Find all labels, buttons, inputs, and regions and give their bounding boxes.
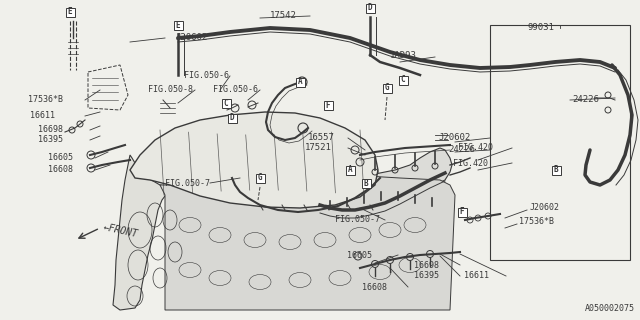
Text: 17542: 17542 — [270, 12, 297, 20]
Text: 16557: 16557 — [308, 133, 335, 142]
Bar — [490, 25, 630, 260]
Text: 24226: 24226 — [448, 146, 475, 155]
Bar — [324, 101, 333, 110]
Text: F: F — [460, 207, 464, 217]
Text: 16605: 16605 — [347, 251, 372, 260]
Text: E: E — [176, 20, 180, 29]
Bar — [228, 114, 237, 123]
Text: 16608: 16608 — [362, 283, 387, 292]
Bar — [399, 76, 408, 85]
Polygon shape — [113, 155, 175, 310]
Text: 1AD93: 1AD93 — [390, 51, 417, 60]
Text: 16611: 16611 — [464, 271, 489, 281]
Text: J20602: J20602 — [438, 133, 470, 142]
Text: B: B — [364, 179, 368, 188]
Polygon shape — [130, 112, 378, 208]
Text: F: F — [326, 100, 330, 109]
Text: D: D — [368, 4, 372, 12]
Bar — [256, 174, 265, 183]
Text: 16395: 16395 — [38, 135, 63, 145]
Bar — [222, 99, 231, 108]
Bar — [366, 4, 375, 13]
Text: 16395: 16395 — [414, 271, 439, 281]
Bar — [383, 84, 392, 93]
Text: FIG.050-7: FIG.050-7 — [165, 179, 210, 188]
Text: J20602: J20602 — [175, 34, 207, 43]
Text: 16605: 16605 — [48, 154, 73, 163]
Bar — [296, 78, 305, 87]
Text: ←FRONT: ←FRONT — [102, 222, 138, 240]
Text: 16611: 16611 — [30, 111, 55, 121]
Text: FIG.050-8: FIG.050-8 — [148, 85, 193, 94]
Text: G: G — [258, 173, 262, 182]
Bar — [174, 21, 183, 30]
Text: 17536*B: 17536*B — [28, 95, 63, 105]
Text: FIG.050-6: FIG.050-6 — [184, 71, 229, 81]
Bar — [346, 166, 355, 175]
Text: A: A — [348, 165, 352, 174]
Text: C: C — [224, 99, 228, 108]
Text: E: E — [68, 7, 72, 17]
Text: 17521: 17521 — [305, 143, 332, 153]
Text: 16608: 16608 — [48, 165, 73, 174]
Text: FIG.420: FIG.420 — [458, 143, 493, 153]
Text: 99031: 99031 — [528, 23, 555, 33]
Text: FIG.050-7: FIG.050-7 — [335, 215, 380, 225]
Text: 16698: 16698 — [414, 260, 439, 269]
Text: B: B — [554, 165, 558, 174]
Bar — [362, 179, 371, 188]
Text: 16698: 16698 — [38, 125, 63, 134]
Text: A050002075: A050002075 — [585, 304, 635, 313]
Text: D: D — [230, 114, 234, 123]
Text: 17536*B: 17536*B — [519, 218, 554, 227]
Bar — [552, 166, 561, 175]
Text: G: G — [385, 84, 389, 92]
Bar — [66, 8, 75, 17]
Text: A: A — [298, 77, 302, 86]
Text: C: C — [401, 76, 405, 84]
Text: FIG.050-6: FIG.050-6 — [213, 85, 258, 94]
Bar — [458, 208, 467, 217]
Text: J20602: J20602 — [530, 204, 560, 212]
Polygon shape — [160, 175, 455, 310]
Polygon shape — [155, 148, 452, 202]
Text: 24226: 24226 — [572, 95, 599, 105]
Text: FIG.420: FIG.420 — [453, 158, 488, 167]
